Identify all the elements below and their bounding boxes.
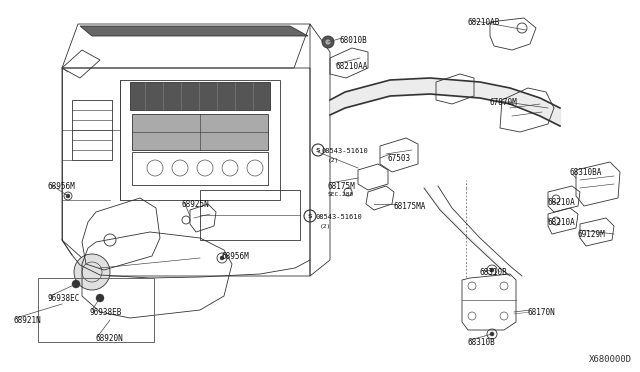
Text: (2): (2) [320,224,332,229]
Text: 96938EC: 96938EC [48,294,81,303]
Text: X680000D: X680000D [589,355,632,364]
Circle shape [72,280,80,288]
Text: 68210A: 68210A [548,218,576,227]
Circle shape [490,332,494,336]
Circle shape [325,39,331,45]
Text: S: S [308,214,312,218]
Circle shape [220,256,224,260]
Text: 68956M: 68956M [222,252,250,261]
Circle shape [490,268,494,272]
Polygon shape [132,114,268,150]
Circle shape [74,254,110,290]
Text: 68210AA: 68210AA [336,62,369,71]
Text: 96938EB: 96938EB [90,308,122,317]
Text: 67503: 67503 [388,154,411,163]
Text: 68920N: 68920N [96,334,124,343]
Text: 68310B: 68310B [468,338,496,347]
Text: 68310BA: 68310BA [570,168,602,177]
Circle shape [66,194,70,198]
Text: 68210AB: 68210AB [468,18,500,27]
Text: (2): (2) [328,158,339,163]
Text: 68175M: 68175M [328,182,356,191]
Text: 68210A: 68210A [548,198,576,207]
Text: 69129M: 69129M [578,230,605,239]
Text: 08543-51610: 08543-51610 [322,148,369,154]
Circle shape [96,294,104,302]
Text: 68170N: 68170N [528,308,556,317]
Polygon shape [80,26,308,36]
Text: 68921N: 68921N [14,316,42,325]
Bar [38,278,154,342]
Polygon shape [130,82,270,110]
Circle shape [322,36,334,48]
Text: 68956M: 68956M [48,182,76,191]
Text: 68925N: 68925N [182,200,210,209]
Text: S: S [316,148,320,153]
Text: 68010B: 68010B [340,36,368,45]
Text: 67870M: 67870M [490,98,518,107]
Text: SEC.280: SEC.280 [328,192,355,197]
Text: 08543-51610: 08543-51610 [316,214,363,220]
Text: 68310B: 68310B [480,268,508,277]
Text: 68175MA: 68175MA [394,202,426,211]
